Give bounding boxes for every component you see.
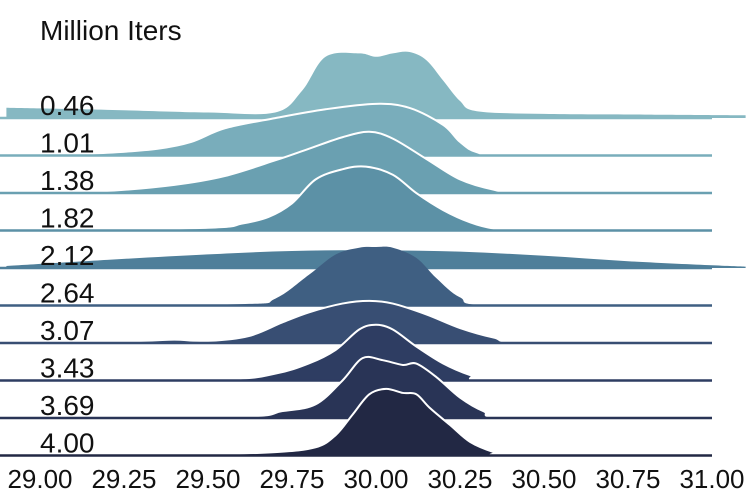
x-tick-label: 29.50 xyxy=(175,464,240,494)
ridge-area xyxy=(40,166,712,231)
x-axis: 29.00 29.25 29.50 29.75 30.00 30.25 30.50 30.75… xyxy=(7,464,744,494)
ridges-layer xyxy=(0,51,746,457)
x-tick-label: 29.25 xyxy=(91,464,156,494)
ridge-outline xyxy=(39,102,713,157)
x-tick-label: 30.00 xyxy=(343,464,408,494)
ridge-area xyxy=(40,356,712,419)
row-label: 3.07 xyxy=(40,315,95,346)
ridge-area xyxy=(40,300,712,344)
row-label: 3.69 xyxy=(40,390,95,421)
row-label: 3.43 xyxy=(40,353,95,384)
x-tick-label: 30.25 xyxy=(427,464,492,494)
ridge-outline xyxy=(39,387,713,457)
x-tick-label: 30.50 xyxy=(511,464,576,494)
x-tick-label: 29.00 xyxy=(7,464,72,494)
ridge-area xyxy=(40,246,712,307)
ridge-area xyxy=(40,131,712,194)
row-label: 4.00 xyxy=(40,428,95,459)
row-label: 2.64 xyxy=(40,278,95,309)
ridge-outline xyxy=(39,299,713,345)
ridge-4.00 xyxy=(0,387,713,457)
ridge-outline xyxy=(39,130,713,195)
row-label: 0.46 xyxy=(40,90,95,121)
chart-title: Million Iters xyxy=(40,15,182,46)
row-label: 1.82 xyxy=(40,203,95,234)
x-tick-label: 31.00 xyxy=(679,464,744,494)
ridge-2.64 xyxy=(0,246,712,307)
ridge-area xyxy=(40,324,712,381)
row-label: 1.01 xyxy=(40,128,95,159)
x-tick-label: 30.75 xyxy=(595,464,660,494)
ridge-area xyxy=(6,51,746,118)
ridge-outline xyxy=(39,323,713,382)
row-label: 2.12 xyxy=(40,240,95,271)
ridge-area xyxy=(40,388,712,456)
ridge-1.82 xyxy=(0,165,713,232)
row-labels-layer: 0.46 1.01 1.38 1.82 2.12 2.64 3.07 3.43 3.69 4.00 xyxy=(40,90,95,459)
x-tick-label: 29.75 xyxy=(259,464,324,494)
ridge-outline xyxy=(39,165,713,232)
row-label: 1.38 xyxy=(40,165,95,196)
ridge-area xyxy=(40,103,712,156)
ridge-outline xyxy=(39,355,713,420)
